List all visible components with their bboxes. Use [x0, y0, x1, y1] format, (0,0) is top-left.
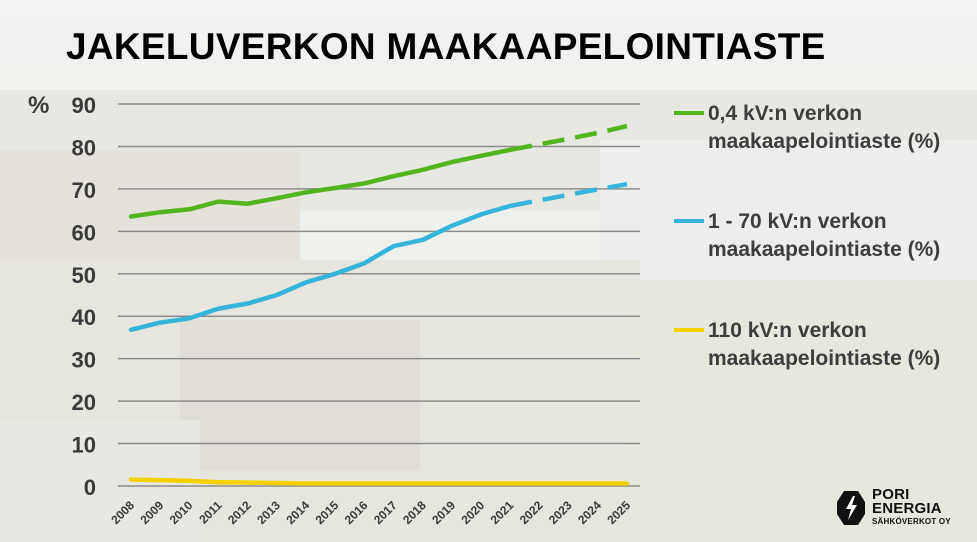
x-tick-label: 2012 — [225, 498, 254, 527]
x-tick-label: 2014 — [283, 498, 312, 527]
y-tick-label: 50 — [72, 263, 96, 288]
x-tick-label: 2022 — [517, 498, 546, 527]
x-axis-ticks: 2008 2009 2010 2011 2012 2013 2014 2015 2016 2017… — [108, 498, 633, 527]
y-tick-label: 90 — [72, 93, 96, 118]
x-tick-label: 2010 — [167, 498, 196, 527]
x-tick-label: 2025 — [604, 498, 633, 527]
y-tick-label: 40 — [72, 305, 96, 330]
x-tick-label: 2016 — [342, 498, 371, 527]
y-tick-label: 0 — [84, 475, 96, 500]
y-axis-ticks: 0 10 20 30 40 50 60 70 80 90 — [72, 93, 96, 500]
y-axis-label: % — [28, 92, 50, 119]
legend-label-04kv: 0,4 kV:n verkon maakaapelointiaste (%) — [708, 102, 941, 153]
x-tick-label: 2017 — [371, 498, 400, 527]
legend-label-1-70kv: 1 - 70 kV:n verkon maakaapelointiaste (%… — [708, 210, 941, 261]
x-tick-label: 2018 — [400, 498, 429, 527]
x-tick-label: 2019 — [429, 498, 458, 527]
series-1-70kv-forecast-line — [509, 181, 628, 209]
legend-swatch-110kv — [674, 328, 704, 332]
legend-swatch-1-70kv — [674, 219, 704, 223]
series-1-70kv-line — [128, 203, 513, 333]
logo-line-1: PORI — [872, 486, 910, 503]
x-tick-label: 2023 — [546, 498, 575, 527]
logo-line-2: ENERGIA — [872, 500, 942, 517]
y-tick-label: 70 — [72, 178, 96, 203]
gridlines — [118, 103, 640, 487]
company-logo: PORI ENERGIA SÄHKÖVERKOT OY — [836, 486, 956, 530]
y-tick-label: 60 — [72, 220, 96, 245]
logo-subtitle: SÄHKÖVERKOT OY — [872, 517, 951, 526]
logo-name: PORI ENERGIA — [872, 486, 942, 517]
y-tick-label: 80 — [72, 135, 96, 160]
chart-title: JAKELUVERKON MAAKAAPELOINTIASTE — [66, 26, 826, 67]
series-04kv-line — [128, 147, 513, 219]
x-tick-label: 2015 — [313, 498, 342, 527]
x-tick-label: 2009 — [138, 498, 167, 527]
series-110kv-line — [128, 477, 630, 486]
x-tick-label: 2013 — [254, 498, 283, 527]
x-tick-label: 2011 — [196, 498, 225, 527]
lightning-bolt-icon — [837, 491, 865, 525]
series-04kv-forecast-line — [509, 123, 628, 153]
x-tick-label: 2021 — [488, 498, 517, 527]
x-tick-label: 2024 — [575, 498, 604, 527]
series-lines — [128, 123, 630, 486]
y-tick-label: 30 — [72, 348, 96, 373]
x-tick-label: 2008 — [108, 498, 137, 527]
x-tick-label: 2020 — [458, 498, 487, 527]
legend-swatch-04kv — [674, 111, 704, 115]
y-tick-label: 20 — [72, 390, 96, 415]
legend-label-110kv: 110 kV:n verkon maakaapelointiaste (%) — [708, 319, 941, 370]
y-tick-label: 10 — [72, 433, 96, 458]
